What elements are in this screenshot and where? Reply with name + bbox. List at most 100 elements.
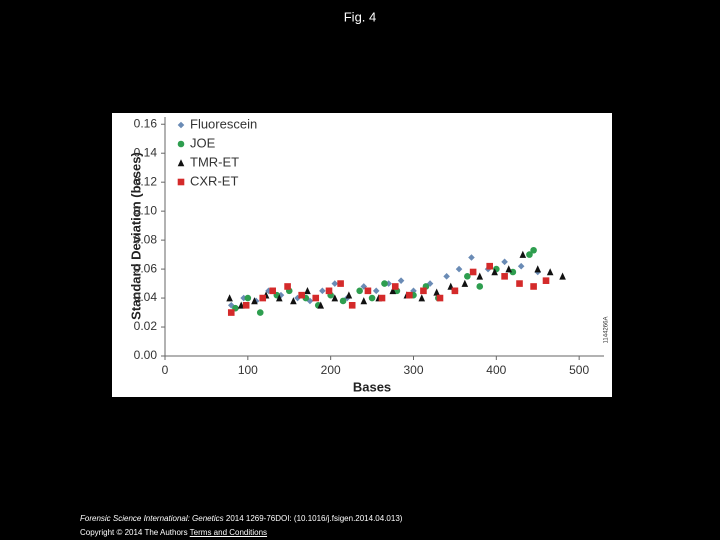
point — [461, 279, 469, 287]
point — [501, 273, 508, 280]
point — [526, 251, 533, 258]
point — [372, 287, 380, 295]
y-tick-label: 0.10 — [134, 203, 158, 217]
point — [290, 297, 297, 305]
page-title: Fig. 4 — [344, 9, 377, 24]
x-tick-label: 400 — [486, 363, 506, 377]
y-tick-label: 0.12 — [134, 174, 158, 188]
point — [284, 283, 291, 290]
x-tick-label: 100 — [238, 363, 258, 377]
terms-link[interactable]: Terms and Conditions — [189, 528, 268, 537]
point — [436, 294, 444, 302]
point — [542, 277, 550, 284]
point — [406, 291, 413, 299]
point — [226, 294, 233, 302]
point — [433, 288, 440, 296]
point — [530, 246, 537, 254]
point — [294, 294, 301, 302]
point — [242, 302, 250, 309]
point — [298, 291, 305, 299]
point — [306, 297, 314, 305]
x-axis-label: Bases — [353, 379, 391, 394]
point — [348, 302, 356, 309]
point — [455, 265, 463, 273]
citation: Forensic Science International: Genetics… — [80, 514, 402, 523]
point — [240, 294, 247, 302]
point — [530, 283, 537, 290]
point — [443, 273, 450, 280]
point — [317, 301, 325, 309]
point — [356, 287, 363, 295]
point — [516, 280, 523, 287]
point — [319, 287, 326, 295]
point — [546, 268, 554, 276]
point — [476, 283, 484, 290]
side-label: 1144266A — [604, 317, 610, 344]
point — [368, 294, 376, 302]
point — [426, 280, 434, 287]
y-axis-label: Standard Deviation (bases) — [128, 152, 143, 320]
legend-label: JOE — [190, 135, 216, 150]
point — [312, 294, 320, 302]
legend-marker — [177, 159, 185, 167]
point — [501, 258, 508, 266]
point — [420, 287, 427, 295]
point — [339, 297, 347, 305]
legend-label: TMR-ET — [190, 154, 239, 169]
x-tick-label: 0 — [162, 363, 169, 377]
point — [418, 294, 426, 302]
x-tick-label: 300 — [403, 363, 423, 377]
point — [360, 283, 368, 290]
point — [559, 272, 566, 280]
point — [517, 262, 525, 270]
x-tick-label: 200 — [321, 363, 341, 377]
point — [469, 268, 477, 276]
legend-marker — [177, 121, 185, 129]
point — [476, 272, 484, 280]
point — [509, 268, 517, 276]
point — [534, 265, 542, 273]
point — [227, 302, 235, 309]
point — [389, 287, 397, 295]
point — [237, 301, 245, 309]
point — [468, 254, 475, 261]
chart-panel — [112, 113, 612, 397]
point — [505, 265, 513, 273]
point — [276, 294, 283, 302]
point — [451, 287, 459, 295]
legend-label: CXR-ET — [190, 173, 238, 188]
point — [519, 250, 527, 258]
point — [259, 294, 267, 302]
point — [337, 280, 344, 287]
y-tick-label: 0.00 — [134, 348, 158, 362]
legend-marker — [177, 178, 185, 186]
legend-marker — [177, 140, 185, 148]
point — [251, 297, 258, 305]
journal: Forensic Science International: Genetics — [80, 514, 224, 523]
x-tick-label: 500 — [569, 363, 589, 377]
point — [378, 294, 386, 302]
point — [391, 283, 399, 290]
point — [325, 287, 333, 295]
y-tick-label: 0.06 — [134, 261, 158, 275]
point — [244, 294, 252, 302]
y-tick-label: 0.16 — [134, 116, 158, 130]
point — [464, 273, 471, 280]
y-tick-label: 0.08 — [134, 232, 158, 246]
point — [360, 297, 368, 305]
point — [304, 287, 311, 295]
copyright: Copyright © 2014 The Authors — [80, 528, 188, 537]
point — [381, 280, 388, 287]
point — [410, 287, 417, 295]
point — [256, 309, 264, 316]
point — [331, 294, 339, 302]
citation-text: 2014 1269-76DOI: (10.1016/j.fsigen.2014.… — [223, 514, 403, 523]
y-tick-label: 0.02 — [134, 319, 158, 333]
y-tick-label: 0.04 — [134, 290, 158, 304]
point — [269, 287, 276, 295]
point — [345, 291, 353, 299]
point — [486, 262, 493, 270]
y-tick-label: 0.14 — [134, 145, 158, 159]
